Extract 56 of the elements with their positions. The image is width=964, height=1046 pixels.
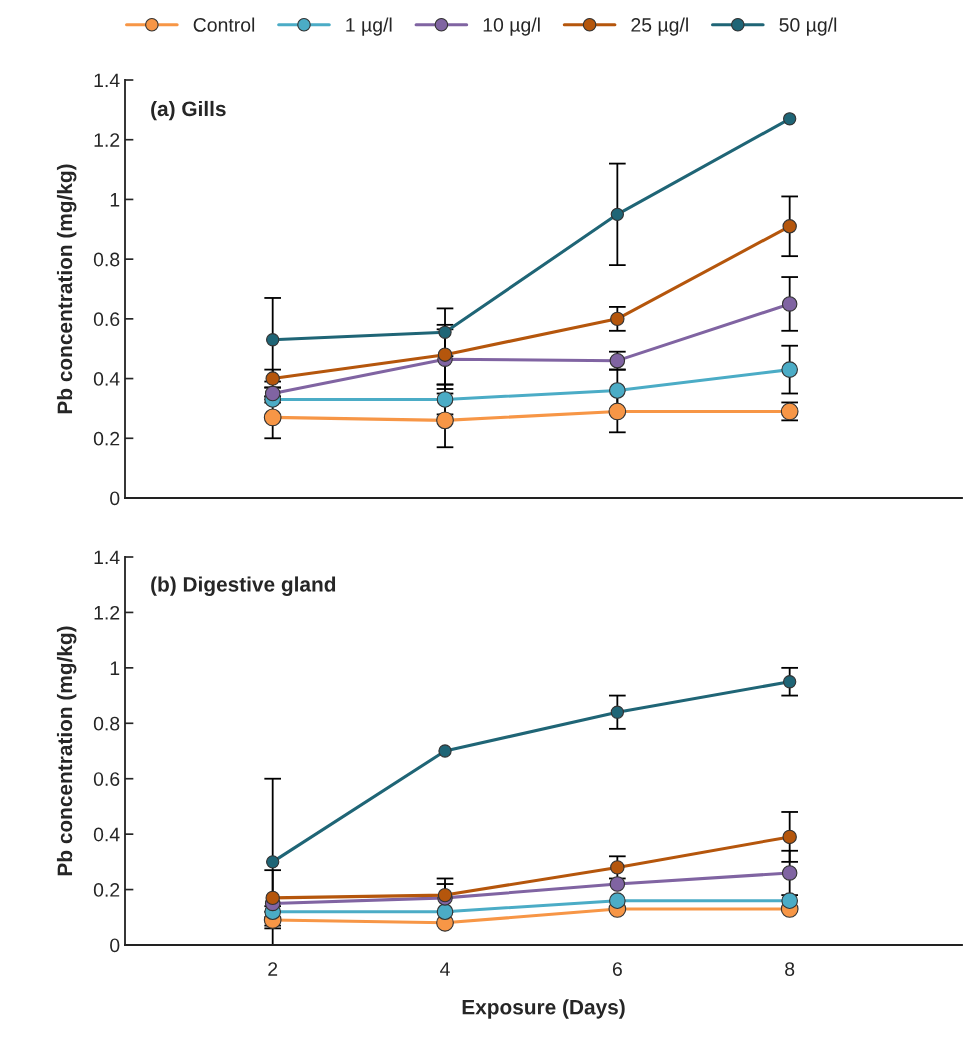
point bbox=[781, 361, 799, 378]
y-tick-label: 0.6 bbox=[93, 312, 120, 327]
point bbox=[263, 408, 282, 427]
point bbox=[783, 112, 797, 126]
x-tick-label: 6 bbox=[612, 962, 622, 976]
text: (a) Gills bbox=[151, 100, 226, 121]
point bbox=[610, 860, 625, 875]
point bbox=[783, 675, 797, 689]
x-tick-label: 4 bbox=[440, 962, 450, 976]
x-tick-label: 8 bbox=[785, 962, 795, 976]
point bbox=[781, 892, 799, 909]
y-tick-label: 0 bbox=[110, 491, 120, 506]
y-tick-label: 0.4 bbox=[93, 372, 120, 386]
point bbox=[266, 855, 280, 869]
y-tick-label: 0.2 bbox=[93, 883, 120, 897]
legend-label: 1 µg/l bbox=[346, 17, 392, 36]
legend-label: 25 µg/l bbox=[631, 17, 688, 36]
point bbox=[610, 207, 625, 222]
legend-label: Control bbox=[193, 17, 255, 32]
point bbox=[436, 411, 454, 430]
point bbox=[437, 347, 453, 362]
y-tick-label: 1.4 bbox=[94, 550, 120, 565]
point bbox=[609, 876, 626, 892]
point bbox=[781, 296, 798, 312]
point bbox=[782, 219, 797, 234]
point bbox=[610, 311, 625, 327]
y-tick-label: 0.6 bbox=[93, 772, 120, 786]
point bbox=[608, 402, 627, 421]
text: (b) Digestive gland bbox=[151, 576, 336, 596]
y-axis-title: Pb concentration (mg/kg) bbox=[56, 626, 77, 876]
y-tick-label: 1 bbox=[110, 193, 120, 207]
point bbox=[610, 705, 625, 719]
point bbox=[609, 382, 626, 399]
point bbox=[266, 333, 280, 347]
point bbox=[265, 890, 280, 906]
point bbox=[609, 892, 626, 909]
y-tick-label: 0.4 bbox=[93, 827, 120, 842]
y-tick-label: 0.8 bbox=[93, 716, 120, 731]
y-axis-title: Pb concentration (mg/kg) bbox=[56, 164, 77, 414]
point bbox=[436, 391, 454, 408]
y-tick-label: 1.2 bbox=[94, 133, 120, 147]
point bbox=[436, 903, 454, 921]
y-tick-label: 1.2 bbox=[94, 605, 120, 620]
y-tick-label: 0.2 bbox=[93, 431, 120, 446]
x-axis-title: Exposure (Days) bbox=[462, 999, 625, 1019]
legend-label: 10 µg/l bbox=[483, 17, 540, 36]
y-tick-label: 0 bbox=[110, 938, 120, 953]
x-tick-label: 2 bbox=[268, 962, 278, 976]
legend-label: 50 µg/l bbox=[779, 17, 837, 36]
y-tick-label: 0.8 bbox=[93, 252, 120, 267]
y-tick-label: 1.4 bbox=[94, 73, 120, 88]
point bbox=[438, 325, 452, 339]
y-tick-label: 1 bbox=[110, 661, 120, 675]
point bbox=[438, 744, 452, 758]
point bbox=[781, 865, 798, 881]
point bbox=[782, 829, 797, 845]
